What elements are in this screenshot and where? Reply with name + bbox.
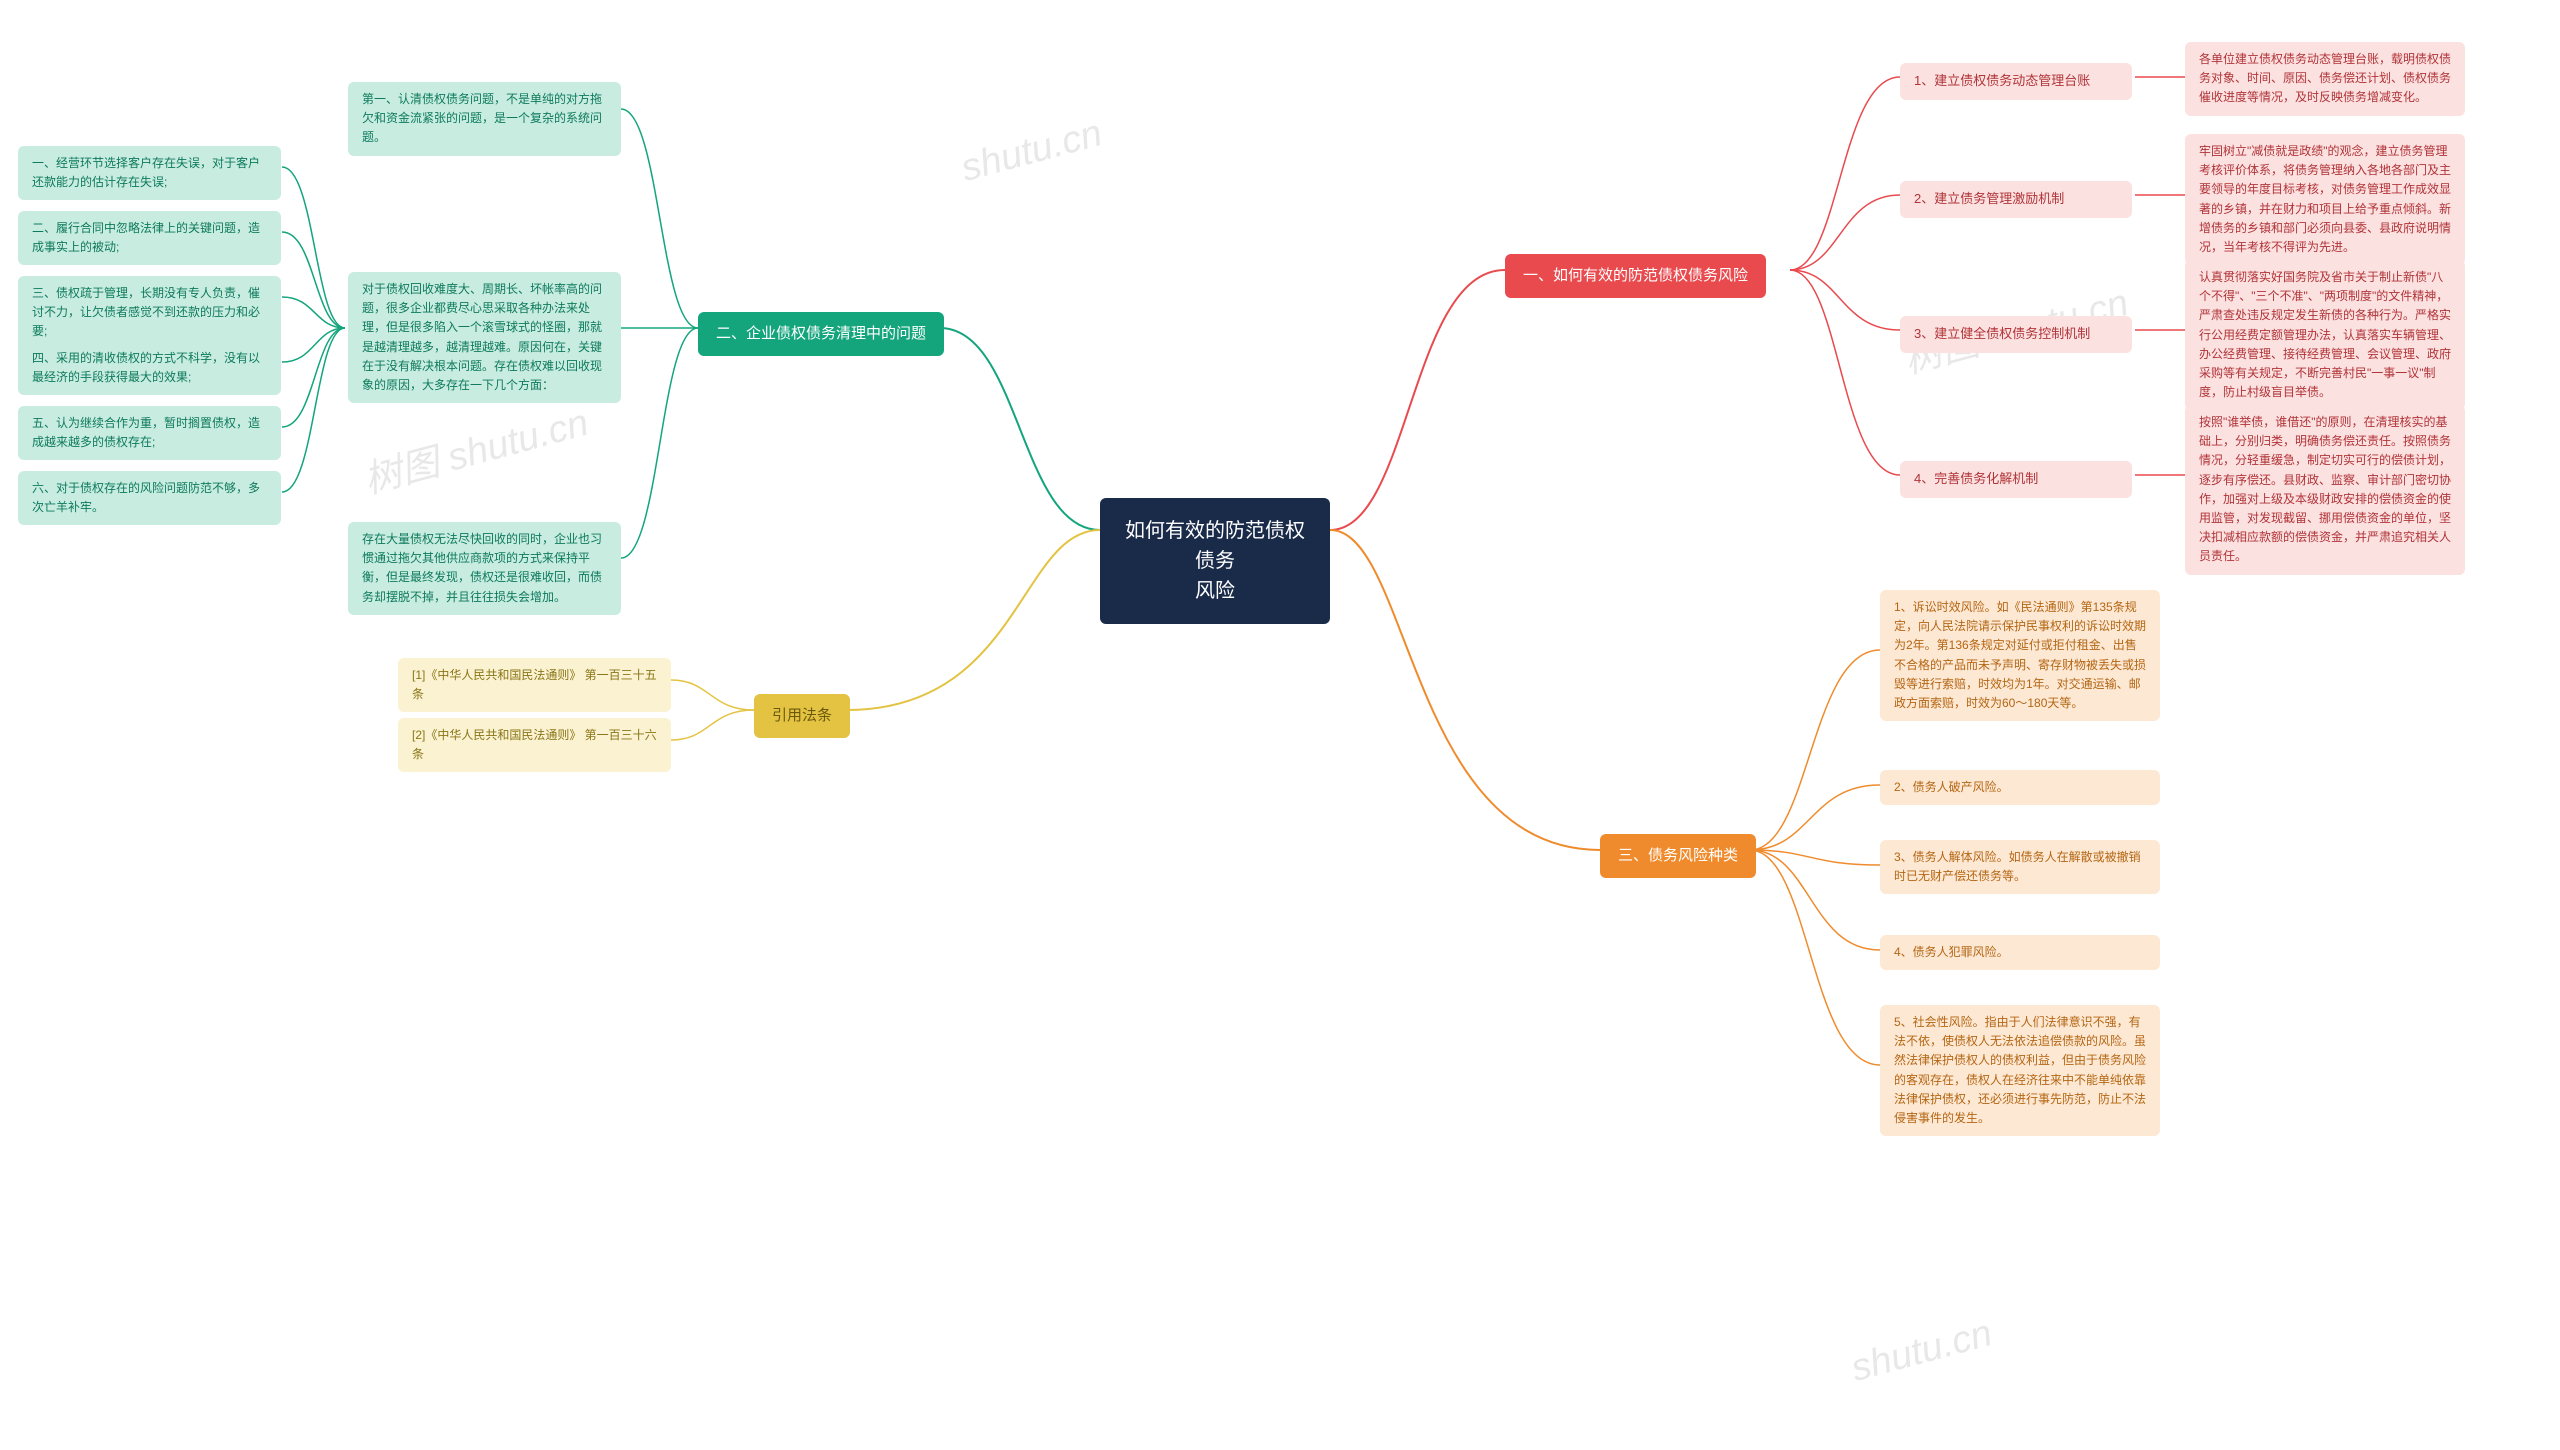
- b2-item-3: 存在大量债权无法尽快回收的同时，企业也习惯通过拖欠其他供应商款项的方式来保持平衡…: [348, 522, 621, 615]
- b2-sub-2: 二、履行合同中忽略法律上的关键问题，造成事实上的被动;: [18, 211, 281, 265]
- b1-item-2-title: 2、建立债务管理激励机制: [1900, 181, 2132, 218]
- b4-item-1: [1]《中华人民共和国民法通则》 第一百三十五条: [398, 658, 671, 712]
- watermark: shutu.cn: [1847, 1312, 1997, 1391]
- branch-1: 一、如何有效的防范债权债务风险: [1505, 254, 1766, 298]
- branch-3-label: 三、债务风险种类: [1618, 847, 1738, 864]
- b1-item-3-title: 3、建立健全债权债务控制机制: [1900, 316, 2132, 353]
- b1-item-1-title: 1、建立债权债务动态管理台账: [1900, 63, 2132, 100]
- b1-item-3-desc: 认真贯彻落实好国务院及省市关于制止新债"八个不得"、"三个不准"、"两项制度"的…: [2185, 260, 2465, 410]
- branch-4-label: 引用法条: [772, 707, 832, 724]
- b2-sub-4: 四、采用的清收债权的方式不科学，没有以最经济的手段获得最大的效果;: [18, 341, 281, 395]
- root-label: 如何有效的防范债权债务 风险: [1125, 520, 1305, 602]
- branch-1-label: 一、如何有效的防范债权债务风险: [1523, 267, 1748, 284]
- b3-item-3: 3、债务人解体风险。如债务人在解散或被撤销时已无财产偿还债务等。: [1880, 840, 2160, 894]
- watermark: 树图 shutu.cn: [357, 391, 594, 504]
- b3-item-4: 4、债务人犯罪风险。: [1880, 935, 2160, 970]
- watermark: shutu.cn: [957, 112, 1107, 191]
- b2-sub-5: 五、认为继续合作为重，暂时搁置债权，造成越来越多的债权存在;: [18, 406, 281, 460]
- b2-item-2: 对于债权回收难度大、周期长、坏帐率高的问题，很多企业都费尽心思采取各种办法来处理…: [348, 272, 621, 403]
- b2-sub-3: 三、债权疏于管理，长期没有专人负责，催讨不力，让欠债者感觉不到还款的压力和必要;: [18, 276, 281, 350]
- b1-item-4-title: 4、完善债务化解机制: [1900, 461, 2132, 498]
- b2-sub-1: 一、经营环节选择客户存在失误，对于客户还款能力的估计存在失误;: [18, 146, 281, 200]
- b1-item-4-desc: 按照"谁举债，谁借还"的原则，在清理核实的基础上，分别归类，明确债务偿还责任。按…: [2185, 405, 2465, 575]
- b1-item-2-desc: 牢固树立"减债就是政绩"的观念，建立债务管理考核评价体系，将债务管理纳入各地各部…: [2185, 134, 2465, 265]
- b3-item-1: 1、诉讼时效风险。如《民法通则》第135条规定，向人民法院请示保护民事权利的诉讼…: [1880, 590, 2160, 721]
- root-node: 如何有效的防范债权债务 风险: [1100, 498, 1330, 624]
- b3-item-2: 2、债务人破产风险。: [1880, 770, 2160, 805]
- b3-item-5: 5、社会性风险。指由于人们法律意识不强，有法不依，使债权人无法依法追偿债款的风险…: [1880, 1005, 2160, 1136]
- branch-4: 引用法条: [754, 694, 850, 738]
- branch-2-label: 二、企业债权债务清理中的问题: [716, 325, 926, 342]
- b2-item-1: 第一、认清债权债务问题，不是单纯的对方拖欠和资金流紧张的问题，是一个复杂的系统问…: [348, 82, 621, 156]
- branch-2: 二、企业债权债务清理中的问题: [698, 312, 944, 356]
- b1-item-1-desc: 各单位建立债权债务动态管理台账，载明债权债务对象、时间、原因、债务偿还计划、债权…: [2185, 42, 2465, 116]
- branch-3: 三、债务风险种类: [1600, 834, 1756, 878]
- b4-item-2: [2]《中华人民共和国民法通则》 第一百三十六条: [398, 718, 671, 772]
- b2-sub-6: 六、对于债权存在的风险问题防范不够，多次亡羊补牢。: [18, 471, 281, 525]
